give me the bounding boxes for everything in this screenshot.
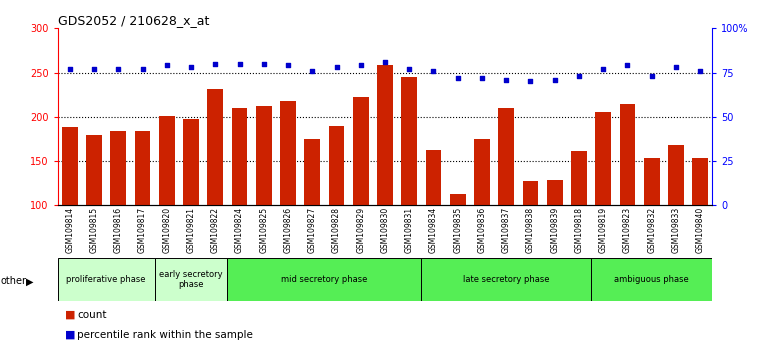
Point	[597, 66, 609, 72]
Text: count: count	[77, 310, 106, 320]
Bar	[256, 106, 272, 294]
Point	[403, 66, 415, 72]
Bar	[498, 108, 514, 294]
Point	[88, 66, 100, 72]
Text: ▶: ▶	[26, 276, 34, 286]
Bar	[110, 131, 126, 294]
Bar	[401, 77, 417, 294]
Text: mid secretory phase: mid secretory phase	[281, 275, 367, 284]
Point	[427, 68, 440, 74]
Point	[64, 66, 76, 72]
Bar	[86, 135, 102, 294]
Bar	[620, 104, 635, 294]
Bar	[421, 258, 591, 301]
Bar	[62, 127, 78, 294]
Point	[355, 63, 367, 68]
Point	[185, 64, 197, 70]
Bar	[280, 101, 296, 294]
Point	[548, 77, 561, 82]
Bar	[353, 97, 369, 294]
Bar	[159, 116, 175, 294]
Bar	[591, 258, 712, 301]
Text: ambiguous phase: ambiguous phase	[614, 275, 689, 284]
Point	[282, 63, 294, 68]
Point	[136, 66, 149, 72]
Point	[233, 61, 246, 67]
Bar	[58, 258, 155, 301]
Bar	[474, 139, 490, 294]
Bar	[135, 131, 150, 294]
Bar	[227, 258, 421, 301]
Text: late secretory phase: late secretory phase	[463, 275, 550, 284]
Bar	[523, 181, 538, 294]
Bar	[304, 139, 320, 294]
Point	[670, 64, 682, 70]
Point	[258, 61, 270, 67]
Point	[500, 77, 512, 82]
Bar	[450, 194, 466, 294]
Bar	[329, 126, 344, 294]
Point	[573, 73, 585, 79]
Text: ■: ■	[65, 330, 76, 339]
Bar	[232, 108, 247, 294]
Bar	[377, 65, 393, 294]
Point	[306, 68, 319, 74]
Point	[476, 75, 488, 81]
Point	[209, 61, 222, 67]
Bar	[668, 145, 684, 294]
Point	[621, 63, 634, 68]
Point	[694, 68, 706, 74]
Point	[524, 79, 537, 84]
Text: percentile rank within the sample: percentile rank within the sample	[77, 330, 253, 339]
Point	[112, 66, 125, 72]
Bar	[207, 88, 223, 294]
Text: other: other	[1, 276, 27, 286]
Point	[161, 63, 173, 68]
Bar	[426, 149, 441, 294]
Bar	[595, 113, 611, 294]
Text: early secretory
phase: early secretory phase	[159, 270, 223, 289]
Bar	[547, 179, 563, 294]
Text: GDS2052 / 210628_x_at: GDS2052 / 210628_x_at	[58, 14, 209, 27]
Text: proliferative phase: proliferative phase	[66, 275, 146, 284]
Bar	[692, 159, 708, 294]
Bar	[644, 159, 660, 294]
Point	[330, 64, 343, 70]
Text: ■: ■	[65, 310, 76, 320]
Point	[451, 75, 464, 81]
Point	[645, 73, 658, 79]
Point	[379, 59, 391, 65]
Bar	[155, 258, 227, 301]
Bar	[183, 119, 199, 294]
Bar	[571, 152, 587, 294]
